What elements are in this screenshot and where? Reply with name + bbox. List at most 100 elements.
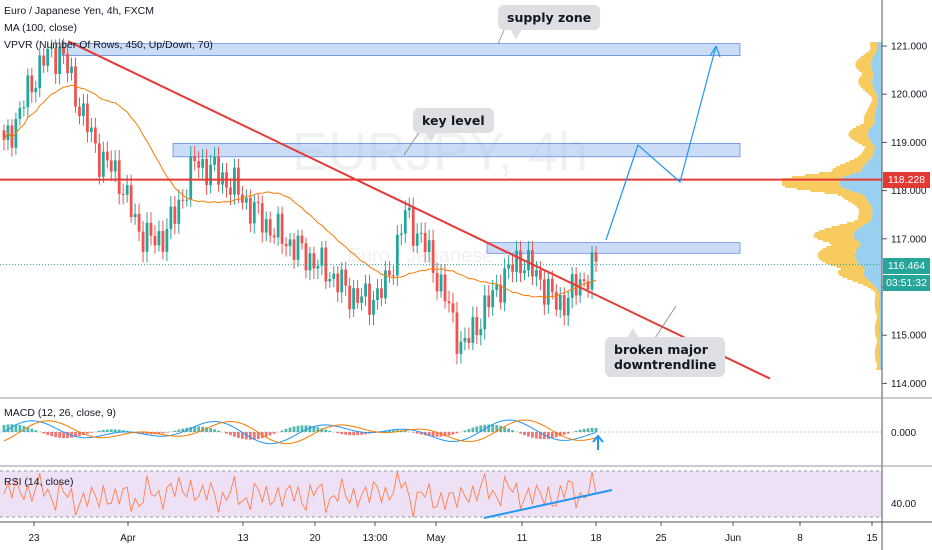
- candle-body: [121, 193, 125, 195]
- candle-body: [237, 167, 240, 195]
- candlestick-series[interactable]: [2, 38, 598, 365]
- downtrendline-callout: broken major downtrendline: [605, 328, 726, 377]
- macd-histogram-bar: [205, 427, 209, 432]
- macd-histogram-bar: [491, 424, 495, 432]
- macd-histogram-bar: [50, 432, 54, 437]
- ma-legend[interactable]: MA (100, close): [4, 22, 77, 34]
- candle-body: [26, 75, 30, 108]
- macd-line: [3, 419, 597, 445]
- candle-body: [137, 213, 141, 232]
- time-tick-label: 23: [28, 533, 40, 544]
- candle-body: [391, 275, 395, 277]
- candle-body: [284, 243, 288, 247]
- candle-body: [352, 288, 356, 310]
- arrowhead-icon: [709, 45, 721, 58]
- rsi-pane[interactable]: [0, 470, 882, 519]
- candle-body: [538, 269, 542, 280]
- candle-body: [58, 46, 62, 74]
- macd-histogram-bar: [511, 430, 514, 432]
- rsi-tick-label: 40.00: [891, 499, 916, 510]
- candle-body: [82, 103, 85, 117]
- projection-path: [605, 45, 717, 241]
- candle-body: [217, 156, 220, 185]
- candle-body: [18, 107, 22, 119]
- macd-histogram-bar: [594, 427, 598, 432]
- candle-body: [133, 213, 137, 218]
- time-tick-label: May: [427, 533, 446, 544]
- price-tick-label: 121.000: [891, 42, 928, 53]
- macd-histogram-bar: [356, 432, 360, 436]
- macd-legend[interactable]: MACD (12, 26, close, 9): [4, 407, 117, 419]
- candle-body: [324, 247, 328, 282]
- candle-body: [78, 106, 81, 117]
- macd-histogram-bar: [34, 430, 38, 432]
- candle-body: [550, 278, 554, 293]
- candle-body: [201, 159, 205, 168]
- candle-body: [384, 270, 387, 299]
- rsi-legend[interactable]: RSI (14, close): [4, 476, 74, 488]
- candle-body: [288, 239, 292, 247]
- time-tick-label: 20: [309, 533, 321, 544]
- vpvr-legend[interactable]: VPVR (Number Of Rows, 450, Up/Down, 70): [4, 39, 213, 51]
- macd-histogram-bar: [360, 432, 363, 435]
- candle-body: [507, 264, 510, 269]
- candle-body: [459, 341, 463, 354]
- candle-body: [566, 297, 570, 316]
- candle-body: [554, 292, 558, 310]
- candle-body: [475, 317, 479, 336]
- candle-body: [451, 303, 455, 313]
- candle-body: [272, 235, 276, 238]
- macd-histogram-bar: [554, 432, 558, 438]
- drawings[interactable]: [0, 27, 882, 380]
- candle-body: [193, 156, 197, 162]
- time-tick-label: 13: [237, 533, 249, 544]
- macd-histogram-bar: [364, 432, 367, 435]
- candle-body: [590, 252, 594, 290]
- macd-histogram-bar: [352, 432, 356, 436]
- macd-histogram-bar: [574, 430, 578, 432]
- macd-histogram-bar: [427, 432, 431, 437]
- macd-histogram-bar: [542, 432, 546, 440]
- candle-body: [264, 219, 268, 233]
- candle-body: [185, 199, 189, 201]
- candle-body: [304, 243, 308, 271]
- macd-histogram-bar: [590, 427, 594, 432]
- candle-body: [54, 47, 58, 74]
- zone-box: [172, 143, 741, 158]
- candle-body: [423, 232, 427, 252]
- candle-body: [503, 268, 507, 303]
- macd-pane[interactable]: [0, 419, 882, 450]
- candle-body: [487, 295, 491, 308]
- candle-body: [113, 160, 117, 172]
- symbol-title[interactable]: Euro / Japanese Yen, 4h, FXCM: [4, 5, 155, 17]
- candle-body: [447, 301, 451, 304]
- candle-body: [527, 250, 530, 271]
- macd-histogram-bar: [288, 427, 292, 432]
- candle-body: [153, 235, 157, 246]
- candle-body: [376, 288, 379, 300]
- candle-body: [145, 222, 149, 252]
- macd-histogram-bar: [316, 427, 320, 432]
- zone-box: [61, 43, 741, 56]
- candle-body: [34, 88, 38, 93]
- macd-histogram-bar: [578, 429, 582, 432]
- macd-histogram-bar: [165, 432, 169, 433]
- macd-histogram-bar: [233, 432, 236, 437]
- macd-histogram-bar: [535, 432, 538, 439]
- candle-body: [141, 231, 145, 252]
- candle-body: [129, 185, 133, 218]
- macd-histogram-bar: [467, 429, 471, 432]
- candle-body: [320, 247, 324, 266]
- candle-body: [66, 53, 69, 74]
- macd-histogram-bar: [451, 432, 455, 435]
- candle-body: [161, 231, 165, 252]
- candle-body: [380, 288, 383, 299]
- candle-body: [495, 284, 499, 291]
- candle-body: [443, 274, 447, 302]
- candle-body: [308, 253, 312, 271]
- macd-histogram-bar: [161, 432, 165, 434]
- candle-body: [157, 231, 161, 246]
- candle-body: [105, 151, 109, 161]
- key-level-callout: key level: [413, 108, 494, 142]
